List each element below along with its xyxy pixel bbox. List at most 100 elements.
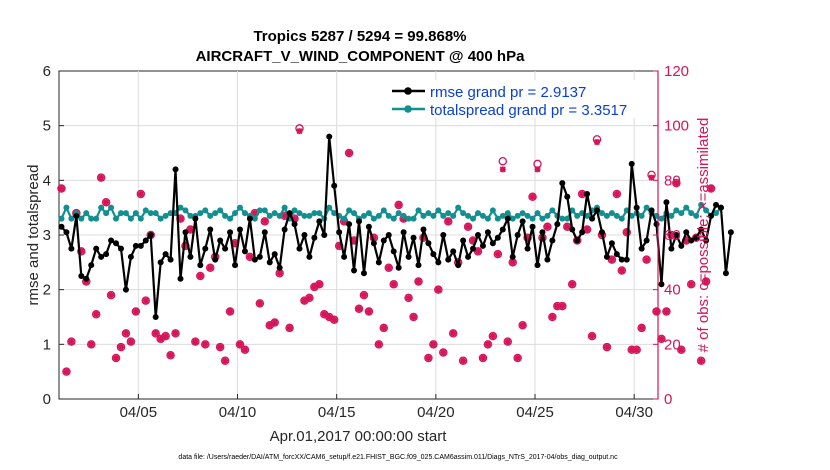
- obs-possible-marker: [523, 233, 532, 242]
- obs-possible-marker: [344, 148, 354, 158]
- obs-assimilated-marker: [643, 256, 650, 263]
- obs-possible-marker: [394, 200, 403, 210]
- obs-assimilated-marker: [122, 330, 129, 337]
- rmse-point: [331, 182, 338, 189]
- legend-spread-label: totalspread grand pr = 3.3517: [430, 102, 627, 119]
- totalspread-point: [529, 215, 536, 222]
- obs-assimilated-marker: [98, 174, 105, 181]
- rmse-point: [93, 245, 100, 252]
- totalspread-point: [628, 212, 635, 219]
- obs-possible-marker: [439, 348, 448, 357]
- totalspread-point: [177, 204, 184, 211]
- totalspread-point: [668, 212, 675, 219]
- obs-possible-marker: [637, 323, 646, 333]
- obs-assimilated-marker: [117, 344, 125, 351]
- obs-possible-marker: [354, 304, 364, 314]
- obs-assimilated-marker: [415, 278, 422, 285]
- obs-possible-marker: [518, 320, 527, 330]
- rmse-point: [360, 270, 367, 277]
- y-axis-left-label: rmse and totalspread: [25, 165, 42, 306]
- obs-assimilated-marker: [579, 190, 586, 198]
- rmse-point: [167, 256, 174, 263]
- totalspread-point: [435, 207, 442, 214]
- totalspread-point: [222, 212, 229, 219]
- obs-assimilated-marker: [331, 316, 338, 323]
- totalspread-point: [311, 210, 318, 217]
- obs-possible-marker: [696, 356, 706, 365]
- totalspread-point: [331, 210, 338, 217]
- rmse-point: [88, 262, 95, 269]
- rmse-point: [162, 251, 169, 258]
- obs-assimilated-marker: [167, 352, 174, 359]
- obs-possible-marker: [488, 331, 498, 341]
- obs-possible-marker: [677, 345, 686, 355]
- totalspread-point: [197, 210, 204, 217]
- rmse-point: [137, 242, 144, 249]
- rmse-point: [68, 245, 75, 252]
- rmse-point: [207, 226, 214, 233]
- totalspread-point: [217, 207, 224, 214]
- obs-assimilated-marker: [227, 308, 234, 315]
- rmse-point: [688, 237, 695, 244]
- y-left-tick-label: 1: [43, 336, 51, 353]
- obs-possible-marker: [126, 337, 136, 346]
- rmse-point: [370, 240, 377, 247]
- rmse-point: [227, 229, 234, 236]
- rmse-point: [658, 281, 665, 288]
- totalspread-point: [534, 210, 541, 217]
- obs-assimilated-marker: [276, 270, 283, 277]
- rmse-point: [197, 262, 204, 269]
- obs-possible-marker: [265, 320, 274, 330]
- obs-possible-marker: [86, 340, 96, 349]
- obs-assimilated-marker: [405, 294, 412, 301]
- rmse-point: [98, 253, 105, 260]
- obs-possible-marker: [240, 345, 250, 355]
- obs-possible-marker: [171, 329, 180, 338]
- obs-assimilated-marker: [440, 349, 447, 356]
- totalspread-point: [559, 215, 566, 222]
- obs-possible-marker: [156, 334, 165, 344]
- obs-assimilated-marker: [589, 333, 596, 340]
- obs-possible-marker: [161, 331, 170, 341]
- rmse-point: [316, 218, 323, 225]
- rmse-point: [455, 262, 462, 269]
- obs-possible-marker: [572, 236, 582, 245]
- rmse-point: [311, 234, 318, 241]
- totalspread-point: [370, 215, 377, 222]
- obs-assimilated-marker: [524, 234, 531, 241]
- totalspread-point: [281, 204, 288, 211]
- obs-assimilated-marker: [172, 330, 179, 337]
- rmse-point: [236, 226, 243, 233]
- rmse-point: [509, 253, 516, 260]
- totalspread-point: [68, 215, 75, 222]
- rmse-point: [73, 212, 80, 219]
- totalspread-point: [400, 212, 407, 219]
- obs-assimilated-marker: [157, 335, 164, 342]
- rmse-point: [405, 253, 412, 260]
- obs-assimilated-marker: [549, 313, 556, 321]
- obs-possible-marker: [691, 233, 701, 242]
- obs-assimilated-marker: [296, 128, 303, 135]
- obs-possible-marker: [205, 263, 215, 273]
- obs-assimilated-marker: [430, 341, 437, 348]
- obs-assimilated-marker: [534, 166, 541, 173]
- rmse-point: [460, 237, 467, 244]
- totalspread-point: [504, 210, 511, 217]
- totalspread-point: [122, 210, 129, 217]
- y-right-tick-label: 80: [664, 172, 681, 189]
- obs-possible-marker: [429, 340, 438, 349]
- rmse-point: [187, 253, 194, 260]
- rmse-point: [683, 229, 690, 236]
- obs-assimilated-marker: [256, 300, 263, 307]
- totalspread-point: [316, 210, 323, 217]
- y-left-tick-label: 4: [43, 172, 51, 189]
- rmse-point: [653, 221, 660, 228]
- y-left-tick-label: 6: [43, 63, 51, 80]
- obs-assimilated-marker: [628, 346, 635, 353]
- obs-possible-marker: [374, 340, 384, 349]
- totalspread-point: [390, 215, 397, 222]
- rmse-point: [152, 314, 159, 320]
- rmse-point: [147, 232, 154, 238]
- obs-possible-marker: [191, 337, 200, 346]
- rmse-point: [276, 264, 283, 271]
